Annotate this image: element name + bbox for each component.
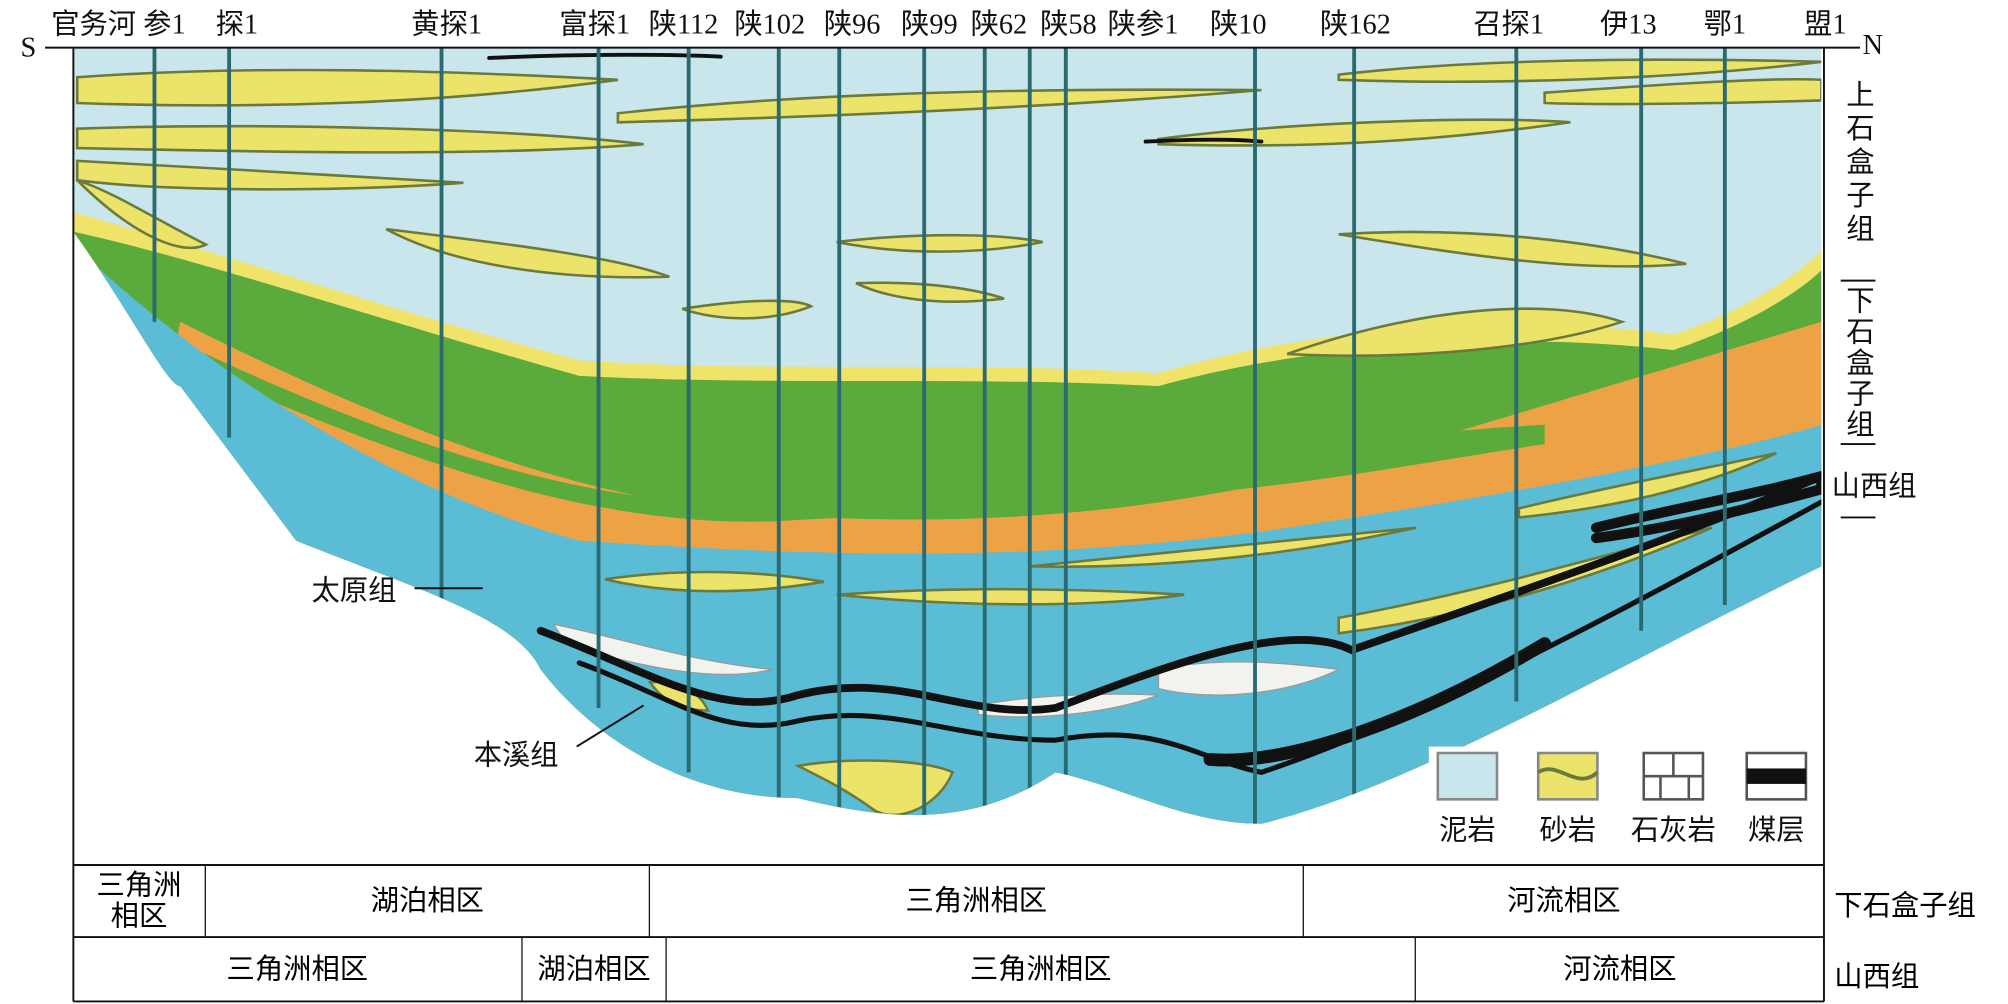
well-label: 鄂1 [1704,9,1746,40]
table-cell: 湖泊相区 [523,937,667,1002]
table-cell: 湖泊相区 [206,864,651,938]
well-label: 陕参1 [1108,8,1179,40]
formation-label: 山西组 [1832,471,1917,503]
well-label: 盟1 [1804,9,1846,40]
row-label: 下石盒子组 [1834,889,1976,922]
legend-label: 石灰岩 [1631,814,1716,846]
well-label: 官务河 参1 [51,8,185,40]
table-cell: 三角洲相区 [73,937,523,1002]
formation-label: 下石盒子组 [1842,286,1874,440]
well-label: 陕102 [734,8,805,40]
formation-label: 上石盒子组 [1842,80,1874,247]
direction-label: S [20,33,36,64]
table-cell: 三角洲相区 [650,864,1304,938]
well-label: 黄探1 [411,8,482,40]
well-label: 陕162 [1320,8,1391,40]
well-label: 伊13 [1600,8,1657,40]
well-label: 陕58 [1040,8,1097,40]
well-label: 陕99 [901,8,958,40]
well-label: 陕10 [1210,8,1267,40]
well-label: 陕62 [971,8,1028,40]
row-label: 山西组 [1834,960,1920,993]
table-cell: 河流相区 [1563,952,1677,985]
well-label: 富探1 [559,8,630,40]
well-label: 陕112 [649,8,719,40]
legend-label: 煤层 [1748,814,1805,846]
table-cell: 河流相区 [1507,884,1621,917]
table-cell: 三角洲相区 [667,937,1416,1002]
well-label: 探1 [216,8,258,40]
table-cell: 三角洲相区 [73,864,206,938]
direction-label: N [1863,30,1883,61]
formation-label: 太原组 [312,575,397,607]
formation-label: 本溪组 [474,740,559,772]
well-label: 陕96 [824,8,881,40]
legend-label: 泥岩 [1439,814,1496,846]
legend: 泥岩 砂岩 石灰岩 煤层 [1428,746,1822,850]
legend-label: 砂岩 [1540,814,1597,846]
well-label: 召探1 [1473,8,1544,40]
